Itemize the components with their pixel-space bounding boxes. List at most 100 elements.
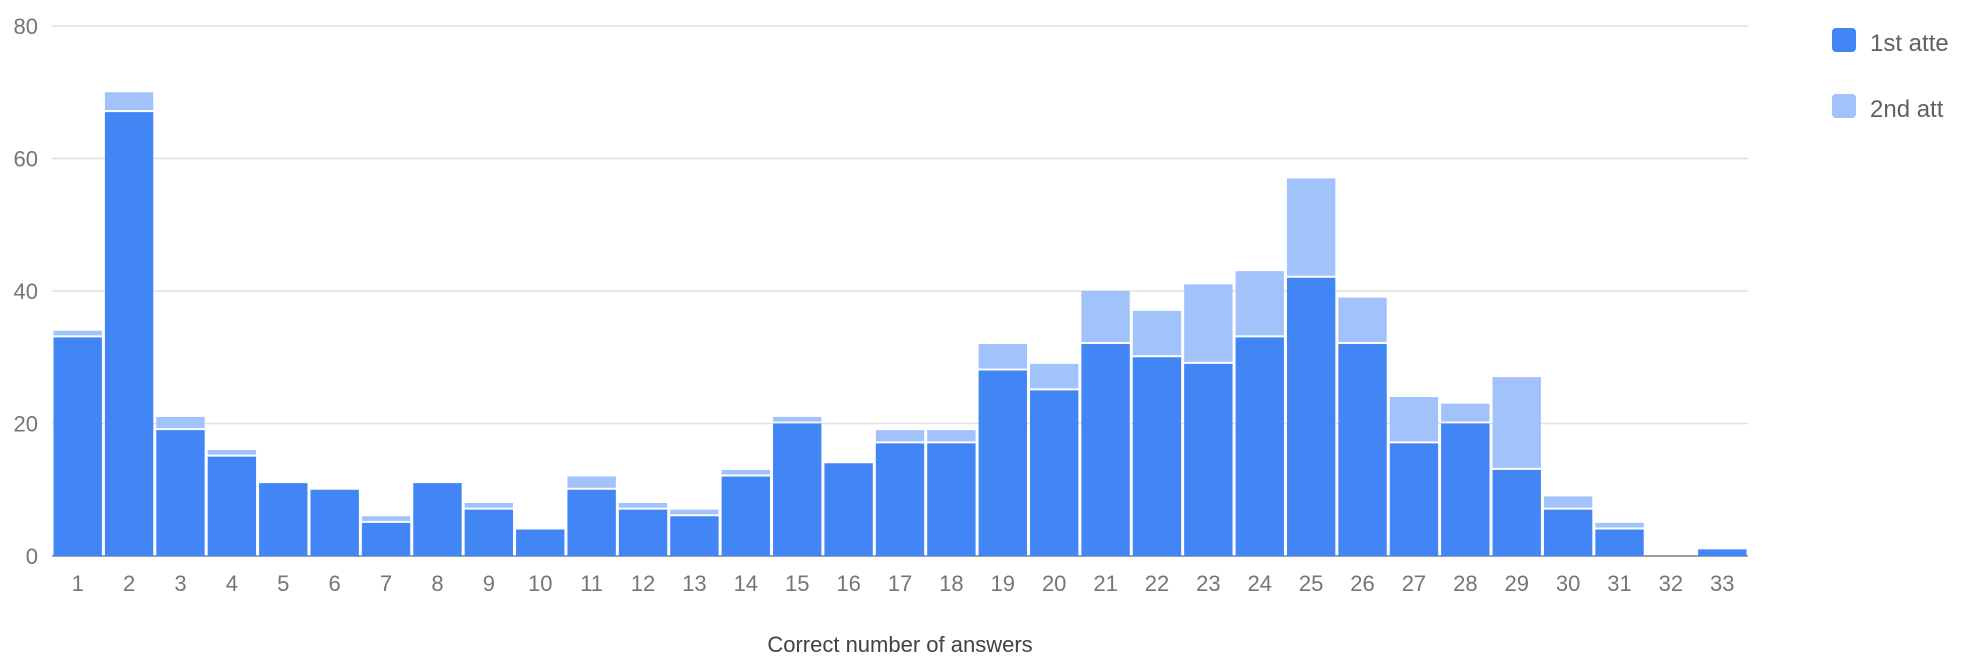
bar-2nd-attempt [104,92,154,111]
bar-2nd-attempt [670,509,719,515]
x-tick-label: 5 [277,571,289,596]
bar-2nd-attempt [618,503,668,508]
y-tick-label: 20 [14,412,38,437]
bar-1st-attempt [1543,509,1593,556]
x-tick-label: 14 [734,571,758,596]
bar-1st-attempt [567,489,616,556]
legend[interactable]: 1st atte 2nd att [1832,28,1949,123]
x-tick-label: 25 [1299,571,1323,596]
bar-1st-attempt [721,476,771,556]
bar-2nd-attempt [567,476,616,488]
legend-swatch [1832,94,1856,118]
bar-1st-attempt [156,430,205,556]
x-tick-label: 22 [1145,571,1169,596]
bar-1st-attempt [361,522,411,556]
bar-1st-attempt [259,483,308,556]
bar-1st-attempt [927,443,976,556]
legend-swatch [1832,28,1856,52]
bar-1st-attempt [618,509,668,556]
bar-2nd-attempt [464,503,514,508]
x-tick-label: 15 [785,571,809,596]
bar-1st-attempt [773,423,822,556]
bar-1st-attempt [1338,344,1387,556]
bar-1st-attempt [670,516,719,556]
x-tick-label: 31 [1607,571,1631,596]
x-tick-label: 11 [580,571,603,596]
x-tick-label: 24 [1248,571,1272,596]
bar-1st-attempt [516,529,565,556]
y-axis-ticks: 0 20 40 60 80 [14,14,38,569]
bar-1st-attempt [1389,443,1439,556]
legend-label: 1st atte [1870,30,1949,57]
x-axis-ticks: 1 2 3 4 5 6 7 8 9 10 11 12 13 14 15 16 17 18 19 20 21 22 23 24 2… [72,571,1735,596]
bar-2nd-attempt [1184,284,1233,362]
bar-2nd-attempt [1235,271,1284,336]
bar-1st-attempt [1184,363,1233,556]
bar-2nd-attempt [1595,522,1644,528]
bar-1st-attempt [1698,549,1747,556]
bar-1st-attempt [1029,390,1079,556]
x-tick-label: 10 [528,571,552,596]
x-tick-label: 17 [888,571,912,596]
y-tick-label: 40 [14,279,38,304]
bar-2nd-attempt [978,344,1027,369]
bar-1st-attempt [875,443,925,556]
x-tick-label: 20 [1042,571,1066,596]
x-tick-label: 2 [123,571,135,596]
y-tick-label: 0 [26,544,38,569]
bar-1st-attempt [978,370,1027,556]
x-tick-label: 8 [431,571,443,596]
y-tick-label: 80 [14,14,38,39]
x-tick-label: 3 [174,571,186,596]
bar-1st-attempt [1235,337,1284,556]
bar-2nd-attempt [156,416,205,429]
bar-2nd-attempt [1543,496,1593,508]
x-tick-label: 28 [1453,571,1477,596]
x-tick-label: 30 [1556,571,1580,596]
x-tick-label: 33 [1710,571,1734,596]
bars [53,92,1747,556]
bar-2nd-attempt [1492,377,1541,468]
x-tick-label: 13 [682,571,706,596]
bar-1st-attempt [104,112,154,556]
bar-2nd-attempt [1441,403,1490,422]
bar-1st-attempt [824,463,873,556]
x-tick-label: 6 [329,571,341,596]
x-tick-label: 18 [939,571,963,596]
x-tick-label: 19 [991,571,1015,596]
bar-2nd-attempt [1389,397,1439,442]
bar-1st-attempt [1286,277,1336,556]
x-tick-label: 32 [1659,571,1683,596]
bar-2nd-attempt [1081,291,1130,342]
bar-2nd-attempt [773,416,822,422]
bar-1st-attempt [413,483,462,556]
bar-1st-attempt [1441,423,1490,556]
bar-2nd-attempt [361,516,411,521]
bar-2nd-attempt [1132,310,1182,356]
x-tick-label: 12 [631,571,655,596]
x-axis-title: Correct number of answers [767,632,1032,657]
bar-1st-attempt [1081,344,1130,556]
bar-1st-attempt [1492,469,1541,556]
x-tick-label: 21 [1093,571,1117,596]
bar-2nd-attempt [927,430,976,442]
x-tick-label: 23 [1196,571,1220,596]
bar-2nd-attempt [721,469,771,475]
bar-1st-attempt [464,509,514,556]
bar-1st-attempt [1595,529,1644,556]
bar-2nd-attempt [1338,297,1387,342]
bar-2nd-attempt [1286,178,1336,276]
bar-1st-attempt [207,456,257,556]
bar-2nd-attempt [207,450,257,455]
x-tick-label: 27 [1402,571,1426,596]
x-tick-label: 1 [72,571,84,596]
legend-label: 2nd att [1870,96,1944,123]
x-tick-label: 4 [226,571,238,596]
x-tick-label: 29 [1504,571,1528,596]
bar-2nd-attempt [1029,363,1079,389]
bar-1st-attempt [310,489,359,556]
bar-2nd-attempt [875,430,925,442]
bar-1st-attempt [1132,357,1182,556]
y-tick-label: 60 [14,147,38,172]
x-tick-label: 26 [1350,571,1374,596]
